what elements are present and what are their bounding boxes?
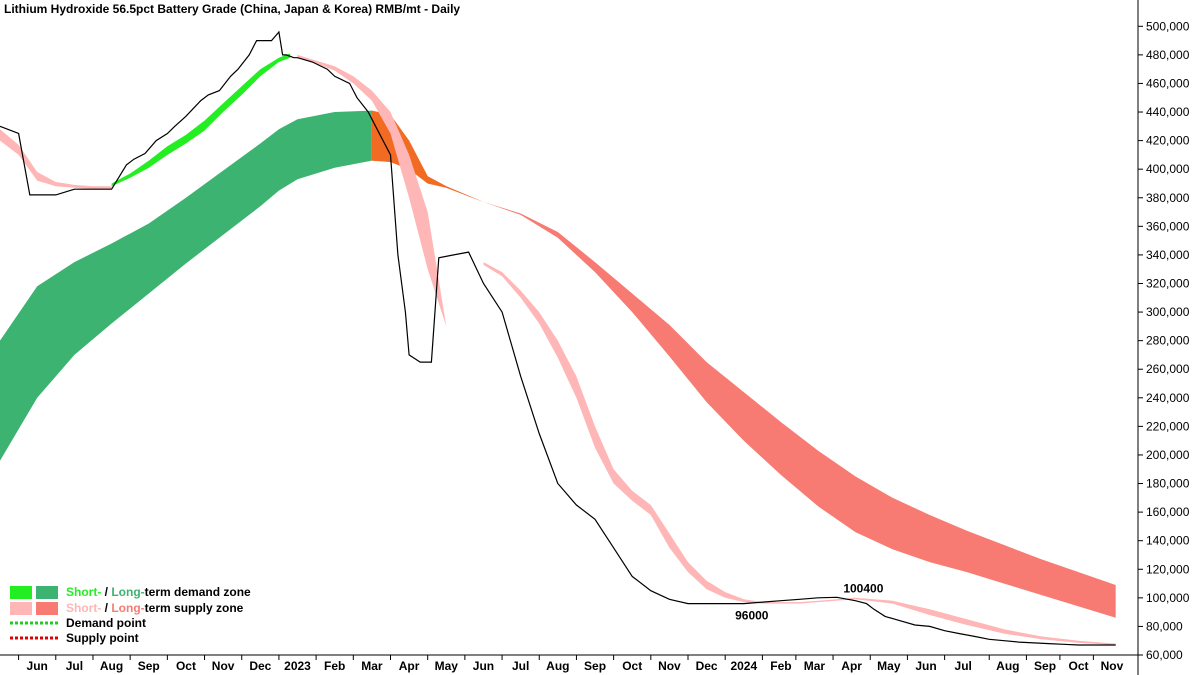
- x-tick-label: Apr: [399, 659, 420, 673]
- x-tick-label: Jul: [66, 659, 83, 673]
- x-tick-label: Oct: [1068, 659, 1088, 673]
- x-tick-label: Jul: [512, 659, 529, 673]
- x-tick-label: May: [435, 659, 459, 673]
- x-tick-label: Oct: [176, 659, 196, 673]
- x-tick-label: Nov: [1101, 659, 1124, 673]
- legend-supply-zone-label: Short- / Long-term supply zone: [66, 601, 244, 615]
- y-tick-label: 300,000: [1146, 305, 1190, 319]
- y-tick-label: 320,000: [1146, 276, 1190, 290]
- y-tick-label: 440,000: [1146, 105, 1190, 119]
- y-tick-label: 160,000: [1146, 505, 1190, 519]
- legend-demand-zone-swatch-long: [36, 586, 58, 599]
- y-tick-label: 240,000: [1146, 391, 1190, 405]
- x-tick-label: Mar: [361, 659, 383, 673]
- x-tick-label: Aug: [996, 659, 1019, 673]
- annotations-layer: 96000 100400: [735, 581, 884, 622]
- x-tick-label: Feb: [324, 659, 345, 673]
- y-tick-label: 480,000: [1146, 48, 1190, 62]
- x-tick-label: Sep: [1034, 659, 1056, 673]
- x-tick-label: Jun: [473, 659, 494, 673]
- legend-supply-point-label: Supply point: [66, 631, 139, 645]
- x-tick-label: Jul: [955, 659, 972, 673]
- y-tick-label: 200,000: [1146, 448, 1190, 462]
- y-tick-label: 100,000: [1146, 591, 1190, 605]
- x-tick-label: May: [877, 659, 901, 673]
- x-tick-label: Jun: [915, 659, 936, 673]
- price-line: [0, 30, 1116, 646]
- x-tick-label: Nov: [212, 659, 235, 673]
- x-tick-label: Sep: [584, 659, 606, 673]
- y-tick-label: 460,000: [1146, 76, 1190, 90]
- short-term-supply-zone-1: [0, 129, 112, 190]
- legend-supply-zone-swatch-short: [10, 602, 32, 615]
- x-tick-label: Apr: [841, 659, 862, 673]
- long-term-demand-zone: [0, 110, 372, 461]
- price-annotation: 100400: [843, 581, 883, 595]
- legend-demand-point-label: Demand point: [66, 616, 146, 630]
- x-tick-label: Aug: [100, 659, 123, 673]
- short-term-demand-zone: [111, 53, 291, 187]
- x-tick-label: Dec: [249, 659, 271, 673]
- legend-demand-zone-swatch-short: [10, 586, 32, 599]
- y-tick-label: 260,000: [1146, 362, 1190, 376]
- long-term-supply-zone: [371, 110, 1116, 618]
- y-tick-label: 380,000: [1146, 191, 1190, 205]
- x-tick-label: 2024: [730, 659, 757, 673]
- x-tick-label: Oct: [622, 659, 642, 673]
- y-tick-label: 60,000: [1146, 648, 1183, 662]
- y-tick-label: 500,000: [1146, 19, 1190, 33]
- y-tick-label: 280,000: [1146, 334, 1190, 348]
- x-tick-label: 2023: [284, 659, 311, 673]
- y-tick-label: 120,000: [1146, 562, 1190, 576]
- x-tick-label: Dec: [696, 659, 718, 673]
- y-tick-label: 180,000: [1146, 477, 1190, 491]
- y-tick-label: 140,000: [1146, 534, 1190, 548]
- legend-supply-zone-swatch-long: [36, 602, 58, 615]
- x-tick-label: Feb: [770, 659, 791, 673]
- x-tick-label: Aug: [546, 659, 569, 673]
- zones-layer: [0, 53, 1116, 645]
- y-tick-label: 360,000: [1146, 219, 1190, 233]
- short-term-supply-zone-2: [297, 54, 447, 327]
- x-tick-label: Mar: [804, 659, 826, 673]
- legend: Short- / Long-term demand zone Short- / L…: [10, 585, 251, 645]
- y-tick-label: 220,000: [1146, 419, 1190, 433]
- chart-title: Lithium Hydroxide 56.5pct Battery Grade …: [4, 2, 460, 16]
- y-tick-label: 400,000: [1146, 162, 1190, 176]
- x-tick-label: Jun: [27, 659, 48, 673]
- price-annotation: 96000: [735, 609, 769, 623]
- x-tick-label: Sep: [138, 659, 160, 673]
- price-layer: [0, 30, 1116, 646]
- y-tick-label: 420,000: [1146, 134, 1190, 148]
- legend-demand-zone-label: Short- / Long-term demand zone: [66, 585, 251, 599]
- y-tick-label: 340,000: [1146, 248, 1190, 262]
- y-tick-label: 80,000: [1146, 619, 1183, 633]
- x-tick-label: Nov: [658, 659, 681, 673]
